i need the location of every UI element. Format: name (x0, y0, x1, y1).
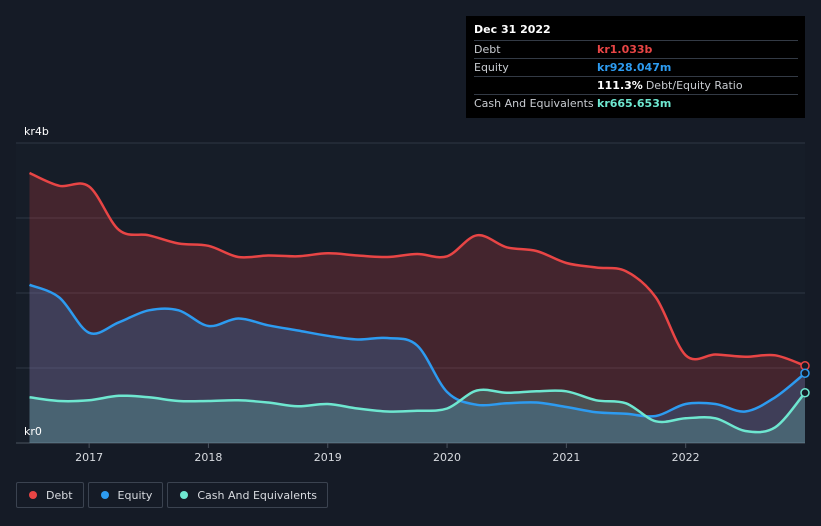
grid (16, 142, 805, 444)
series-areas (29, 173, 805, 443)
tooltip-label: Cash And Equivalents (474, 97, 594, 110)
y-axis-bottom-label: kr0 (24, 425, 42, 438)
tooltip-row-debt: Debt kr1.033b (474, 40, 798, 58)
tooltip: Dec 31 2022 Debt kr1.033b Equity kr928.0… (466, 16, 805, 118)
x-tick-label: 2022 (672, 451, 700, 464)
y-axis-top-label: kr4b (24, 125, 49, 138)
series-endpoints (800, 361, 810, 398)
equity-endpoint[interactable] (800, 368, 810, 378)
debt-area (29, 173, 805, 443)
tooltip-value: 111.3% (597, 79, 643, 92)
x-tick-label: 2017 (75, 451, 103, 464)
cash-and-equivalents-endpoint[interactable] (800, 388, 810, 398)
legend-item-debt[interactable]: Debt (16, 482, 84, 508)
x-tick-label: 2020 (433, 451, 461, 464)
tooltip-label (474, 77, 597, 94)
legend-label: Cash And Equivalents (197, 488, 317, 502)
tooltip-date: Dec 31 2022 (474, 23, 551, 36)
legend-item-equity[interactable]: Equity (87, 482, 164, 508)
tooltip-value: kr665.653m (597, 97, 672, 110)
tooltip-row-equity: Equity kr928.047m (474, 58, 798, 76)
series-lines (28, 171, 806, 434)
legend-label: Equity (117, 488, 153, 502)
x-tick-label: 2019 (314, 451, 342, 464)
x-tick-label: 2018 (194, 451, 222, 464)
legend-dot-icon (180, 491, 189, 499)
tooltip-label: Debt (474, 43, 501, 56)
x-tick-label: 2021 (552, 451, 580, 464)
cash-and-equivalents-line (29, 388, 806, 434)
tooltip-ratio-label: Debt/Equity Ratio (645, 79, 743, 92)
tooltip-row-ratio: 111.3% Debt/Equity Ratio (474, 76, 798, 94)
cash-and-equivalents-area (29, 389, 805, 443)
tooltip-value: kr1.033b (597, 43, 653, 56)
legend: Debt Equity Cash And Equivalents (16, 482, 332, 510)
legend-item-cash[interactable]: Cash And Equivalents (167, 482, 328, 508)
legend-dot-icon (100, 491, 109, 499)
equity-area (29, 284, 805, 443)
legend-dot-icon (29, 491, 37, 499)
legend-label: Debt (46, 488, 73, 502)
tooltip-value: kr928.047m (597, 61, 672, 74)
debt-line (28, 171, 806, 367)
equity-line (29, 283, 806, 418)
tooltip-label: Equity (474, 61, 509, 74)
x-axis-ticks: 2017 2018 2019 2020 2021 2022 (75, 443, 700, 464)
tooltip-row-cash: Cash And Equivalents kr665.653m (474, 94, 798, 112)
